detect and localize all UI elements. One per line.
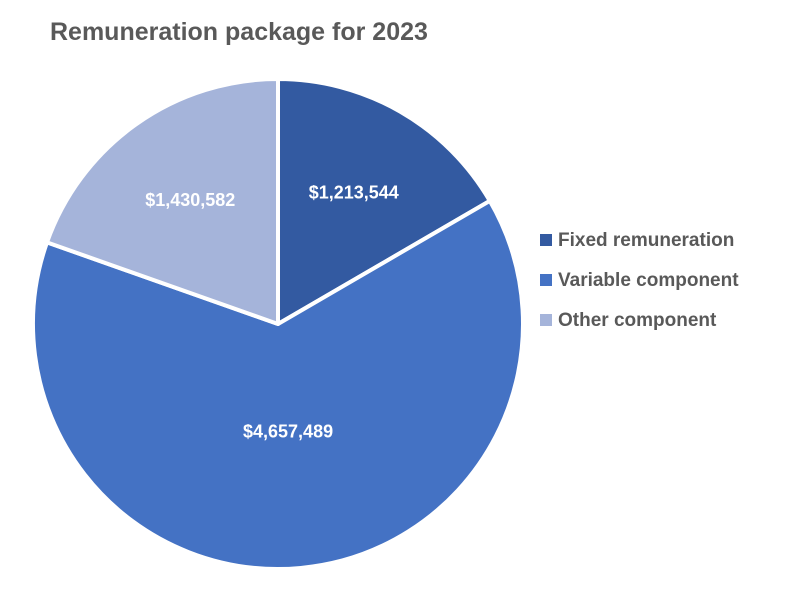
data-label: $1,213,544 xyxy=(309,182,399,202)
pie-slice xyxy=(276,77,492,326)
legend-swatch xyxy=(540,234,552,246)
data-label: $1,430,582 xyxy=(145,190,235,210)
legend-swatch xyxy=(540,314,552,326)
pie-slice xyxy=(31,198,525,571)
legend-label: Variable component xyxy=(558,270,739,291)
legend: Fixed remuneration Variable component Ot… xyxy=(540,228,780,348)
pie-slice xyxy=(45,77,280,326)
chart-title: Remuneration package for 2023 xyxy=(50,18,428,46)
legend-label: Fixed remuneration xyxy=(558,230,735,251)
legend-item-other: Other component xyxy=(540,308,780,334)
legend-item-variable: Variable component xyxy=(540,268,780,294)
legend-swatch xyxy=(540,274,552,286)
legend-label: Other component xyxy=(558,310,717,331)
legend-item-fixed: Fixed remuneration xyxy=(540,228,780,254)
data-label: $4,657,489 xyxy=(243,421,333,441)
